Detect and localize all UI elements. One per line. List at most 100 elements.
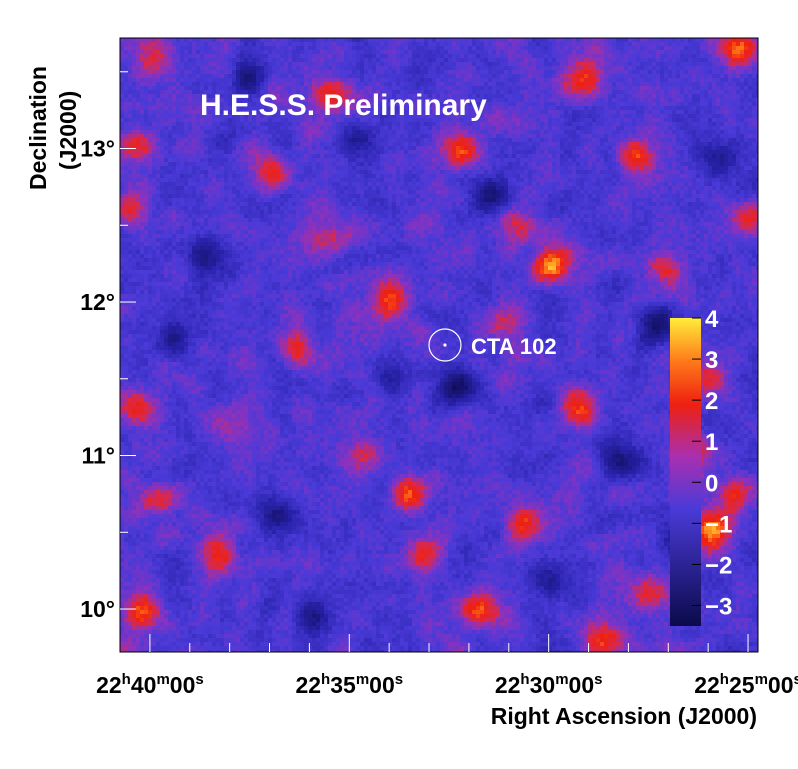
heatmap-cell xyxy=(200,74,204,78)
heatmap-cell xyxy=(264,66,268,70)
heatmap-cell xyxy=(292,74,296,78)
heatmap-cell xyxy=(372,42,376,46)
heatmap-cell xyxy=(240,74,244,78)
heatmap-cell xyxy=(392,46,396,50)
heatmap-cell xyxy=(616,54,620,58)
heatmap-cell xyxy=(492,38,496,42)
heatmap-cell xyxy=(240,58,244,62)
heatmap-cell xyxy=(268,62,272,66)
heatmap-cell xyxy=(520,50,524,54)
heatmap-cell xyxy=(320,58,324,62)
heatmap-cell xyxy=(164,78,168,82)
heatmap-cell xyxy=(608,50,612,54)
heatmap-cell xyxy=(340,46,344,50)
heatmap-cell xyxy=(324,70,328,74)
heatmap-cell xyxy=(424,78,428,82)
heatmap-cell xyxy=(700,38,704,42)
heatmap-cell xyxy=(716,58,720,62)
heatmap-cell xyxy=(456,70,460,74)
heatmap-cell xyxy=(368,66,372,70)
heatmap-cell xyxy=(332,70,336,74)
heatmap-cell xyxy=(608,82,612,86)
heatmap-cell xyxy=(648,42,652,46)
heatmap-cell xyxy=(500,70,504,74)
heatmap-cell xyxy=(132,70,136,74)
heatmap-cell xyxy=(448,42,452,46)
heatmap-cell xyxy=(416,74,420,78)
heatmap-cell xyxy=(524,38,528,42)
heatmap-cell xyxy=(572,58,576,62)
heatmap-cell xyxy=(176,54,180,58)
heatmap-cell xyxy=(516,74,520,78)
heatmap-cell xyxy=(648,74,652,78)
heatmap-cell xyxy=(448,66,452,70)
heatmap-cell xyxy=(248,38,252,42)
heatmap-cell xyxy=(476,38,480,42)
heatmap-cell xyxy=(400,42,404,46)
heatmap-cell xyxy=(200,50,204,54)
heatmap-cell xyxy=(460,70,464,74)
heatmap-cell xyxy=(536,54,540,58)
heatmap-cell xyxy=(368,50,372,54)
heatmap-cell xyxy=(748,42,752,46)
heatmap-cell xyxy=(548,70,552,74)
heatmap-cell xyxy=(184,50,188,54)
heatmap-cell xyxy=(748,62,752,66)
heatmap-cell xyxy=(516,42,520,46)
heatmap-cell xyxy=(604,62,608,66)
heatmap-cell xyxy=(448,38,452,42)
heatmap-cell xyxy=(144,58,148,62)
heatmap-cell xyxy=(132,54,136,58)
heatmap-cell xyxy=(148,46,152,50)
heatmap-cell xyxy=(640,38,644,42)
heatmap-cell xyxy=(544,58,548,62)
heatmap-cell xyxy=(192,46,196,50)
heatmap-cell xyxy=(180,62,184,66)
heatmap-cell xyxy=(456,38,460,42)
heatmap-cell xyxy=(264,62,268,66)
heatmap-cell xyxy=(524,70,528,74)
heatmap-cell xyxy=(540,74,544,78)
heatmap-cell xyxy=(304,62,308,66)
heatmap-cell xyxy=(148,62,152,66)
heatmap-cell xyxy=(684,50,688,54)
heatmap-cell xyxy=(252,42,256,46)
heatmap-cell xyxy=(664,38,668,42)
heatmap-cell xyxy=(640,50,644,54)
heatmap-cell xyxy=(136,38,140,42)
heatmap-cell xyxy=(704,70,708,74)
heatmap-cell xyxy=(220,82,224,86)
heatmap-cell xyxy=(120,74,124,78)
heatmap-cell xyxy=(480,82,484,86)
heatmap-cell xyxy=(528,50,532,54)
heatmap-cell xyxy=(468,66,472,70)
heatmap-cell xyxy=(684,38,688,42)
heatmap-cell xyxy=(156,74,160,78)
heatmap-cell xyxy=(604,54,608,58)
heatmap-cell xyxy=(328,38,332,42)
heatmap-cell xyxy=(308,46,312,50)
heatmap-cell xyxy=(384,38,388,42)
heatmap-cell xyxy=(584,58,588,62)
heatmap-cell xyxy=(460,50,464,54)
heatmap-cell xyxy=(152,54,156,58)
heatmap-cell xyxy=(400,50,404,54)
heatmap-cell xyxy=(128,62,132,66)
heatmap-cell xyxy=(216,70,220,74)
heatmap-cell xyxy=(628,82,632,86)
heatmap-cell xyxy=(256,42,260,46)
heatmap-cell xyxy=(364,46,368,50)
heatmap-cell xyxy=(212,78,216,82)
heatmap-cell xyxy=(144,62,148,66)
heatmap-cell xyxy=(752,46,756,50)
heatmap-cell xyxy=(384,70,388,74)
heatmap-cell xyxy=(592,50,596,54)
heatmap-cell xyxy=(272,38,276,42)
heatmap-cell xyxy=(660,74,664,78)
heatmap-cell xyxy=(300,62,304,66)
heatmap-cell xyxy=(220,66,224,70)
heatmap-cell xyxy=(680,50,684,54)
heatmap-cell xyxy=(496,50,500,54)
heatmap-cell xyxy=(192,78,196,82)
heatmap-cell xyxy=(600,54,604,58)
